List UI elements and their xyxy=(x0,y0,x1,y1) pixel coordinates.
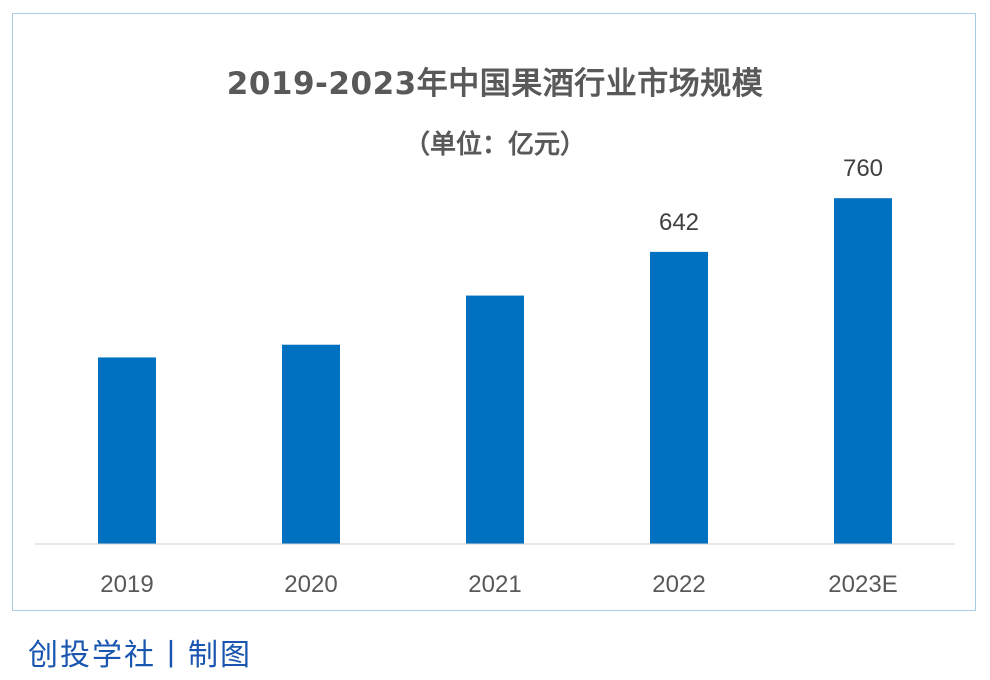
bar-2022 xyxy=(650,251,708,544)
bar-2021 xyxy=(466,295,524,544)
chart-title: 2019-2023年中国果酒行业市场规模 xyxy=(226,66,764,102)
x-tick-label: 2020 xyxy=(284,571,337,598)
x-tick-label: 2019 xyxy=(100,571,153,598)
x-tick-label: 2023E xyxy=(828,571,897,598)
chart-subtitle: （单位：亿元） xyxy=(403,130,586,160)
data-label: 760 xyxy=(843,155,883,182)
chart-frame xyxy=(12,13,976,611)
x-tick-label: 2021 xyxy=(468,571,521,598)
credit-label: 创投学社丨制图 xyxy=(28,638,252,673)
bar-2019 xyxy=(98,357,156,544)
labels-group: 2019 2020 2021 2022 642 2023E 760 xyxy=(100,155,897,598)
bar-2020 xyxy=(282,344,340,544)
bars-group xyxy=(98,198,892,544)
data-label: 642 xyxy=(659,209,699,236)
x-tick-label: 2022 xyxy=(652,571,705,598)
bar-2023E xyxy=(834,198,892,544)
